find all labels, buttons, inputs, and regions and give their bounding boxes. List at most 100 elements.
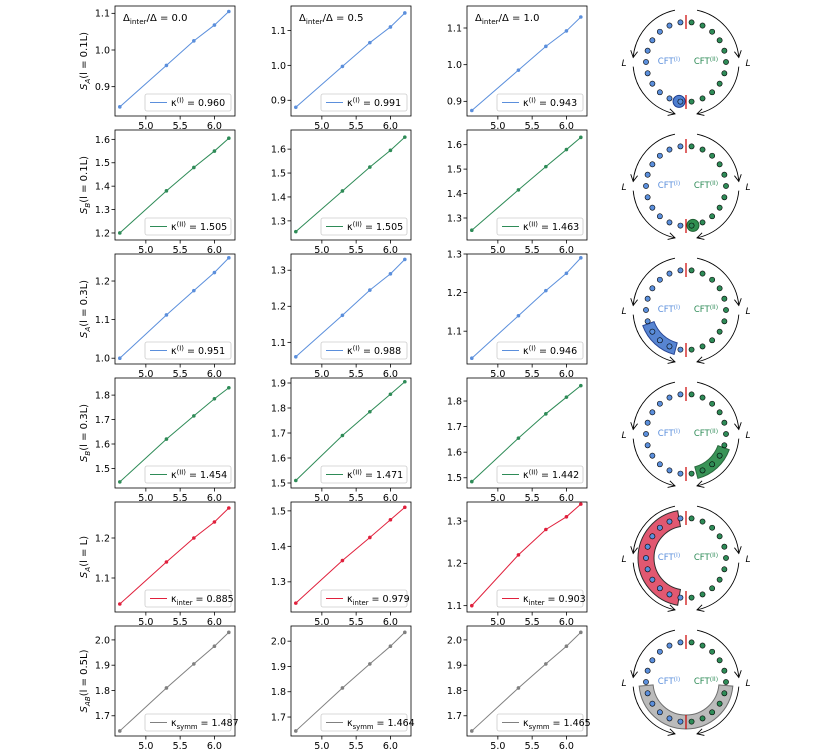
legend-box [320, 589, 408, 608]
ring-site-green [716, 328, 723, 335]
legend-box [144, 341, 232, 360]
ring-site-blue [656, 213, 663, 220]
ring-site-green [688, 515, 695, 522]
label-part: S [79, 331, 90, 338]
y-tick-label: 1.6 [95, 439, 110, 450]
ring-site-green [709, 213, 716, 220]
ring-site-blue [666, 95, 673, 102]
data-point [579, 502, 583, 506]
data-point [564, 644, 569, 649]
arrow-head [696, 728, 705, 736]
x-tick-label: 5.0 [314, 121, 329, 132]
x-tick-label: 5.5 [349, 121, 364, 132]
ring-length-label: L [621, 555, 626, 565]
y-tick-label: 0.9 [447, 97, 462, 108]
y-tick-label: 1.8 [271, 687, 286, 698]
data-point [564, 515, 569, 519]
ring-arrow [696, 66, 740, 115]
ring-length-label: L [745, 59, 750, 69]
x-tick-label: 5.5 [525, 741, 540, 752]
legend-label: κ(I) = 0.988 [347, 345, 401, 358]
panel-r1-c1: 5.0 5.5 6.0 0.9 1.0 1.1 κ(I) = 0.960 Δinter/Δ =… [95, 5, 236, 132]
panel-r4-c3: 5.0 5.5 6.0 1.5 1.6 1.7 1.8 κ(II) = 1.442 [447, 377, 588, 504]
data-point [340, 433, 345, 438]
arrow-head [667, 108, 676, 116]
series-line [295, 136, 406, 233]
ring-site-green [709, 709, 716, 716]
data-point [470, 479, 474, 484]
ring-site-blue [649, 700, 656, 707]
label-part: = 0.946 [536, 346, 577, 357]
y-tick-label: 1.2 [447, 288, 462, 299]
x-tick-label: 5.5 [349, 369, 364, 380]
ring-site-blue [666, 146, 673, 153]
label-part: S [79, 455, 90, 462]
label-part: = 1.505 [362, 222, 403, 233]
legend-box [320, 93, 408, 112]
y-tick-label: 1.8 [447, 396, 462, 407]
arrow-head [667, 232, 676, 240]
ring-site-green [688, 143, 695, 150]
data-point [294, 478, 298, 483]
data-point [212, 23, 217, 27]
data-point [118, 729, 122, 733]
legend-box [496, 93, 584, 112]
label-part: (I) [674, 180, 681, 187]
ring-site-blue [644, 318, 651, 325]
ring-arrow [696, 9, 740, 58]
label-part: (I) [353, 97, 361, 105]
ring-site-green [723, 431, 729, 437]
legend-box [496, 589, 584, 608]
data-point [368, 288, 372, 292]
data-point [579, 15, 583, 19]
label-part: B [83, 451, 92, 456]
panel-r1-c2: 5.0 5.5 6.0 0.9 1.0 1.1 κ(I) = 0.991 Δinter/Δ =… [271, 5, 412, 132]
data-point [294, 354, 298, 359]
label-part: A [83, 567, 92, 573]
ring-arrow [696, 505, 740, 554]
label-part: inter [482, 17, 499, 26]
y-tick-label: 1.5 [95, 158, 110, 169]
ring-length-label: L [621, 59, 626, 69]
y-tick-label: 1.7 [271, 712, 286, 723]
data-point [368, 165, 372, 169]
ring-site-blue [644, 70, 651, 77]
legend-box [496, 713, 584, 732]
data-point [516, 553, 521, 557]
label-part: /Δ = 0.5 [323, 13, 364, 24]
axes-frame [114, 5, 236, 117]
x-tick-label: 5.0 [314, 369, 329, 380]
data-point [544, 288, 548, 293]
y-tick-label: 2.0 [271, 637, 286, 648]
label-part: CFT [694, 305, 711, 315]
ring-site-green [721, 194, 728, 201]
ring-cft-left-label: CFT(I) [658, 428, 680, 439]
data-point [564, 147, 569, 152]
data-point [227, 506, 231, 510]
ring-arrow [632, 257, 676, 306]
data-point [340, 64, 345, 69]
data-point [544, 412, 548, 416]
label-part: κ [171, 222, 177, 233]
ring-highlight [638, 684, 687, 730]
x-tick-label: 5.0 [314, 493, 329, 504]
x-tick-label: 6.0 [383, 121, 398, 132]
data-point [164, 189, 169, 193]
ring-arrow [696, 438, 740, 487]
ring-site-green [716, 161, 723, 168]
legend-label: κsymm = 1.464 [347, 718, 415, 731]
ring-arrow [632, 562, 676, 611]
ring-site-blue [656, 585, 663, 592]
ring-arrow [632, 190, 676, 239]
x-tick-label: 6.0 [207, 617, 222, 628]
ring-site-blue [677, 222, 684, 229]
ring-site-green [699, 22, 706, 29]
ring-cft-right-label: CFT(II) [694, 56, 718, 67]
label-part: A [83, 327, 92, 333]
label-part: inter [130, 17, 147, 26]
ring-arrow [696, 314, 740, 363]
label-part: (I) [674, 428, 681, 435]
label-part: = 1.487 [198, 718, 239, 729]
y-tick-label: 1.1 [271, 26, 286, 37]
ring-cft-right-label: CFT(II) [694, 180, 718, 191]
